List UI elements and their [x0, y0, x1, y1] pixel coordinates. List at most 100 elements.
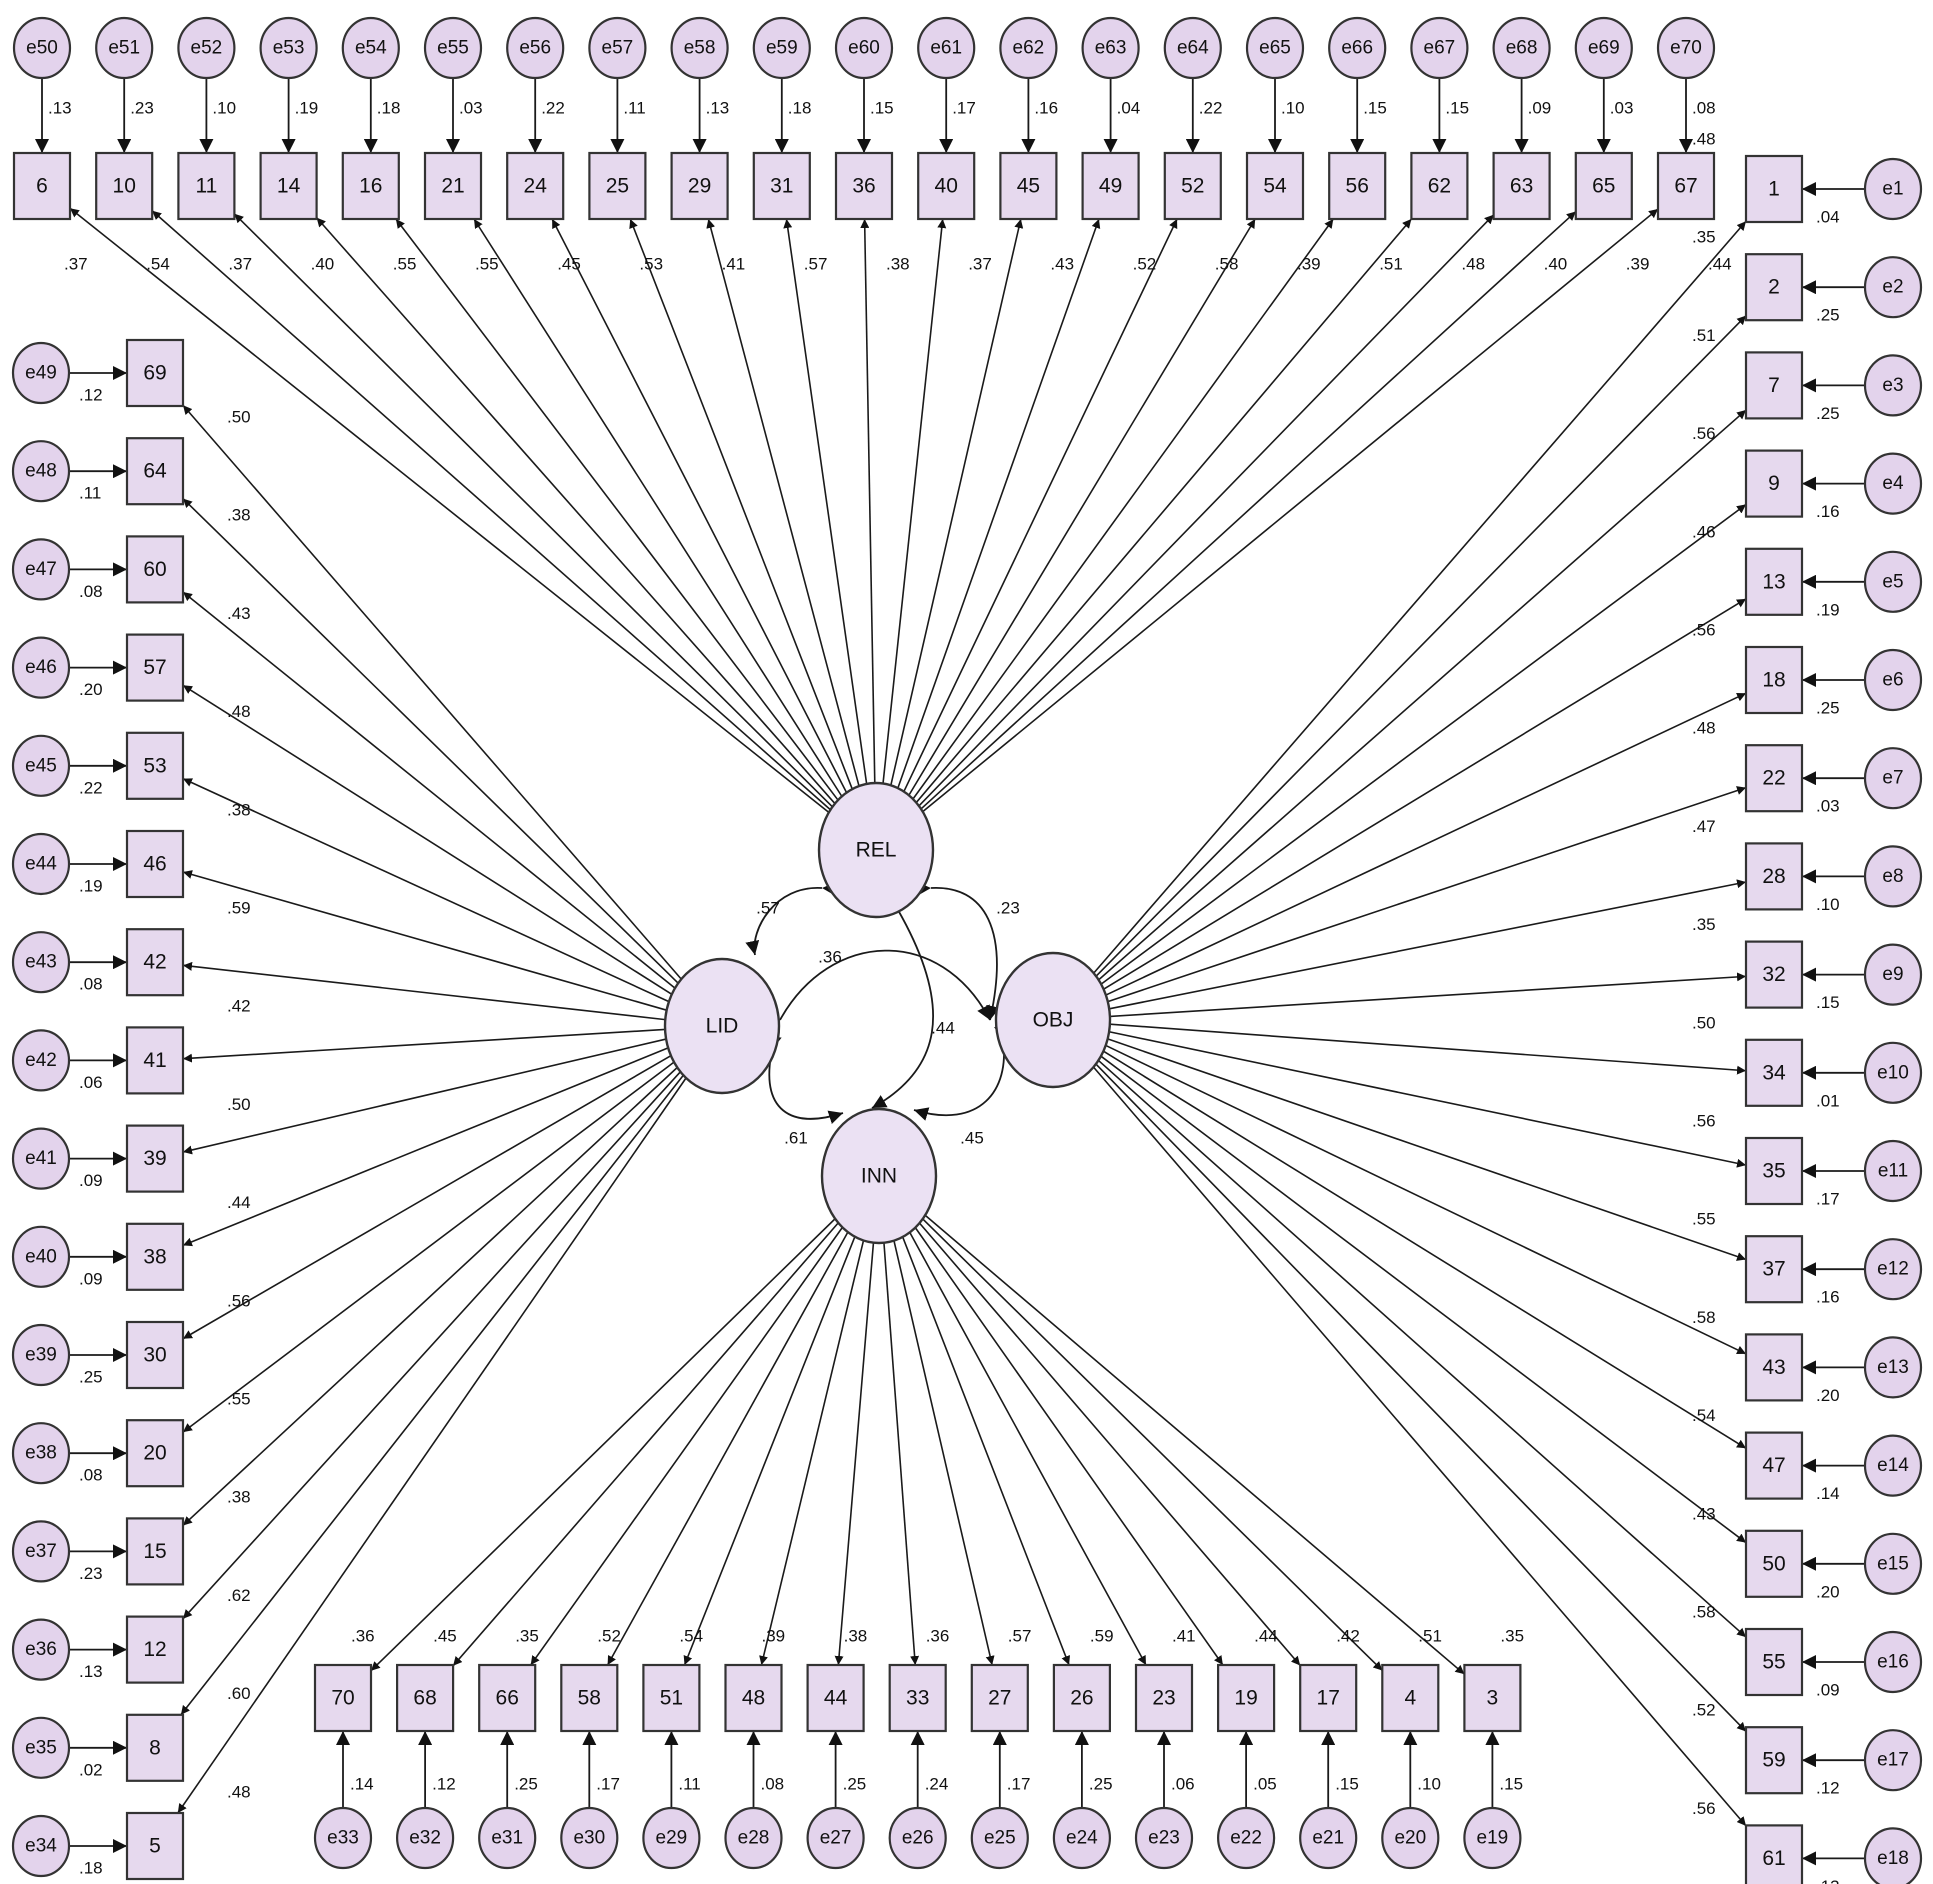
loading-path-56	[912, 218, 1334, 800]
loading-label-52: .58	[1215, 255, 1239, 274]
error-circle-e60	[834, 16, 894, 80]
loading-label-58: .52	[597, 1627, 621, 1646]
error-circle-e10	[1863, 1041, 1923, 1104]
loading-path-40	[882, 218, 947, 784]
error-circle-e35	[11, 1716, 71, 1779]
loading-label-37: .55	[1692, 1210, 1716, 1229]
item-label-29: 29	[688, 175, 711, 198]
r2-label-51: .11	[678, 1775, 700, 1794]
loading-path-25	[629, 218, 854, 790]
error-label-e53: e53	[273, 38, 305, 59]
r2-label-45: .16	[1034, 99, 1058, 118]
error-circle-e67	[1410, 16, 1469, 80]
item-box-24	[506, 151, 565, 221]
item-label-46: 46	[143, 853, 166, 876]
error-circle-e34	[11, 1814, 71, 1878]
error-label-e38: e38	[25, 1443, 57, 1464]
error-label-e61: e61	[930, 38, 962, 59]
item-box-48	[724, 1663, 783, 1733]
r2-label-43: .20	[1816, 1386, 1840, 1405]
loading-path-22	[1107, 786, 1747, 1003]
loading-path-44	[834, 1242, 875, 1666]
error-circle-e15	[1863, 1532, 1923, 1595]
item-label-38: 38	[143, 1245, 166, 1268]
loading-path-61	[1092, 1066, 1747, 1827]
item-label-28: 28	[1762, 865, 1785, 888]
item-label-2: 2	[1768, 276, 1780, 299]
item-box-8	[125, 1713, 185, 1782]
r2-label-15: .23	[79, 1564, 103, 1583]
error-circle-e58	[670, 16, 729, 80]
loading-path-46	[182, 870, 667, 1011]
loading-label-6: .37	[64, 255, 88, 274]
error-circle-e42	[11, 1029, 71, 1092]
error-circle-e6	[1863, 648, 1923, 712]
item-box-69	[125, 338, 185, 408]
item-box-16	[341, 151, 400, 221]
loading-path-16	[395, 218, 839, 801]
loading-path-26	[901, 1236, 1071, 1666]
item-label-45: 45	[1017, 175, 1040, 198]
item-box-62	[1410, 151, 1469, 221]
error-circle-e56	[506, 16, 565, 80]
covariance-obj-inn	[913, 1025, 1009, 1121]
error-label-e60: e60	[848, 38, 880, 59]
error-label-e17: e17	[1877, 1750, 1909, 1771]
loading-label-27: .57	[1008, 1627, 1032, 1646]
error-circle-e68	[1492, 16, 1551, 80]
loading-path-51	[683, 1236, 856, 1666]
loading-label-56: .51	[1379, 255, 1403, 274]
item-box-43	[1744, 1333, 1804, 1402]
item-label-48: 48	[742, 1687, 765, 1710]
item-label-7: 7	[1768, 374, 1780, 397]
error-label-e22: e22	[1230, 1828, 1262, 1849]
loading-path-36	[860, 218, 876, 784]
item-label-52: 52	[1181, 175, 1204, 198]
item-label-57: 57	[143, 656, 166, 679]
item-label-61: 61	[1762, 1847, 1785, 1870]
loading-label-34: .50	[1692, 1013, 1716, 1032]
loading-path-5	[177, 1077, 687, 1814]
error-circle-e49	[11, 341, 71, 405]
error-label-e7: e7	[1882, 768, 1903, 789]
item-box-47	[1744, 1431, 1804, 1500]
error-circle-e54	[341, 16, 400, 80]
loading-label-8: .48	[227, 1782, 251, 1801]
error-circle-e65	[1245, 16, 1305, 80]
error-label-e34: e34	[25, 1836, 57, 1857]
error-circle-e47	[11, 538, 71, 601]
item-label-21: 21	[441, 175, 464, 198]
error-circle-e36	[11, 1618, 71, 1681]
r2-label-70: .14	[350, 1775, 374, 1794]
loading-path-2	[1095, 315, 1747, 977]
loading-path-39	[182, 1038, 667, 1155]
loading-label-59: .52	[1692, 1701, 1716, 1720]
error-circle-e37	[11, 1520, 71, 1583]
error-circle-e32	[396, 1806, 455, 1870]
item-label-42: 42	[143, 951, 166, 974]
loading-path-1	[1093, 220, 1747, 974]
loading-label-20: .38	[227, 1488, 251, 1507]
factor-loading-paths	[35, 76, 1865, 1866]
item-label-9: 9	[1768, 472, 1780, 495]
item-box-49	[1081, 151, 1140, 221]
error-circle-e61	[917, 16, 976, 80]
loading-label-21: .55	[475, 255, 499, 274]
loading-label-69: .50	[227, 408, 251, 427]
loading-label-25: .53	[639, 255, 663, 274]
r2-label-44: .25	[843, 1775, 867, 1794]
loading-path-53	[182, 777, 670, 1003]
item-label-23: 23	[1152, 1687, 1175, 1710]
item-label-60: 60	[143, 558, 166, 581]
loading-path-29	[706, 218, 860, 787]
item-label-65: 65	[1592, 175, 1615, 198]
error-circle-e45	[11, 734, 71, 797]
error-label-e12: e12	[1877, 1259, 1909, 1280]
loading-path-52	[903, 218, 1178, 792]
item-box-42	[125, 928, 185, 997]
item-label-24: 24	[524, 175, 548, 198]
loading-label-2: .35	[1692, 228, 1716, 247]
loading-path-7	[1098, 409, 1747, 981]
error-label-e10: e10	[1877, 1062, 1909, 1083]
